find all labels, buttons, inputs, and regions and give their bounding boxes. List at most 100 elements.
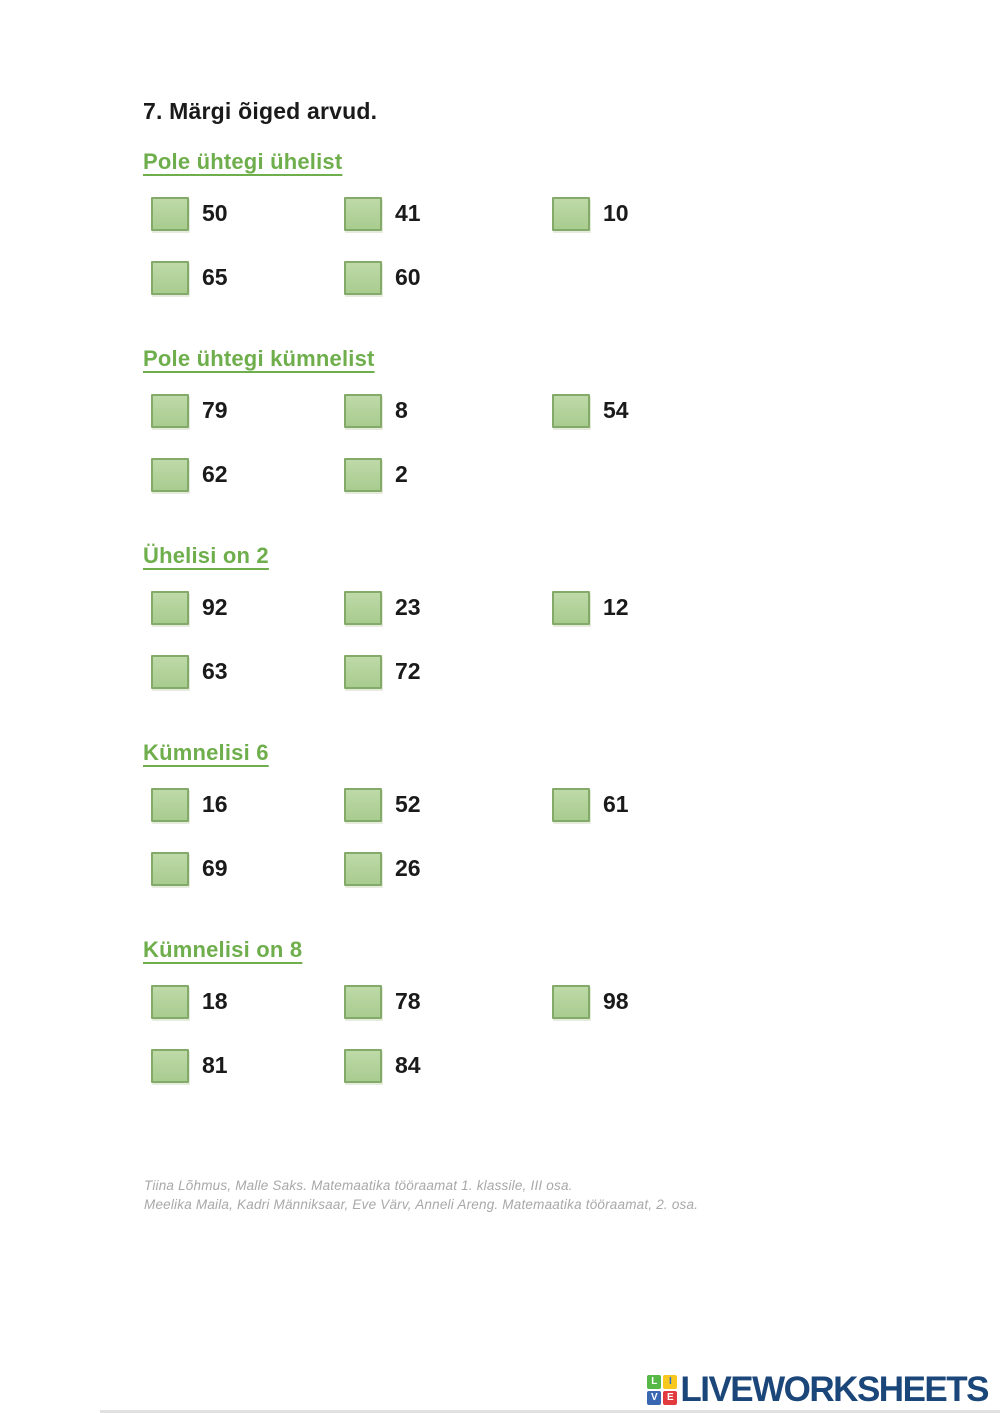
- answer-option: 10: [552, 196, 863, 231]
- answer-number-label: 69: [202, 855, 228, 881]
- answer-number-label: 26: [395, 855, 421, 881]
- answer-number-label: 2: [395, 461, 408, 487]
- question-section: Ühelisi on 2 92 23 12 63 72: [143, 543, 863, 689]
- answer-option: 18: [151, 984, 344, 1019]
- answer-checkbox[interactable]: [344, 590, 382, 625]
- question-section: Kümnelisi on 8 18 78 98 81 84: [143, 937, 863, 1083]
- answer-checkbox[interactable]: [552, 196, 590, 231]
- answer-number-label: 92: [202, 594, 228, 620]
- answer-option: 52: [344, 787, 552, 822]
- answer-checkbox[interactable]: [344, 457, 382, 492]
- source-citation: Tiina Lõhmus, Malle Saks. Matemaatika tö…: [144, 1176, 698, 1214]
- section-heading: Pole ühtegi ühelist: [143, 149, 343, 174]
- citation-line-1: Tiina Lõhmus, Malle Saks. Matemaatika tö…: [144, 1178, 573, 1193]
- answer-checkbox[interactable]: [344, 787, 382, 822]
- answer-checkbox[interactable]: [344, 260, 382, 295]
- answer-option: 79: [151, 393, 344, 428]
- answer-number-label: 54: [603, 397, 629, 423]
- answer-option: 62: [151, 457, 344, 492]
- answer-number-label: 72: [395, 658, 421, 684]
- answer-option: 78: [344, 984, 552, 1019]
- logo-tile-e: E: [663, 1390, 678, 1405]
- answer-option: 54: [552, 393, 863, 428]
- section-heading: Kümnelisi on 8: [143, 937, 303, 962]
- answer-checkbox[interactable]: [344, 984, 382, 1019]
- answer-checkbox[interactable]: [344, 1048, 382, 1083]
- answer-checkbox[interactable]: [344, 654, 382, 689]
- answer-option: 60: [344, 260, 552, 295]
- answer-checkbox[interactable]: [151, 654, 189, 689]
- answer-number-label: 12: [603, 594, 629, 620]
- options-grid: 79 8 54 62 2: [143, 393, 863, 492]
- logo-tile-i: I: [663, 1374, 678, 1389]
- section-heading: Ühelisi on 2: [143, 543, 269, 568]
- answer-checkbox[interactable]: [552, 590, 590, 625]
- answer-number-label: 16: [202, 791, 228, 817]
- answer-option: 61: [552, 787, 863, 822]
- answer-option: 12: [552, 590, 863, 625]
- answer-option: 98: [552, 984, 863, 1019]
- answer-option: 50: [151, 196, 344, 231]
- answer-checkbox[interactable]: [151, 851, 189, 886]
- worksheet-page: 7. Märgi õiged arvud. Pole ühtegi ühelis…: [143, 98, 863, 1134]
- section-heading: Pole ühtegi kümnelist: [143, 346, 375, 371]
- answer-checkbox[interactable]: [151, 787, 189, 822]
- answer-option: 23: [344, 590, 552, 625]
- logo-tile-v: V: [647, 1390, 662, 1405]
- options-grid: 50 41 10 65 60: [143, 196, 863, 295]
- answer-number-label: 18: [202, 988, 228, 1014]
- answer-number-label: 41: [395, 200, 421, 226]
- answer-number-label: 78: [395, 988, 421, 1014]
- answer-number-label: 52: [395, 791, 421, 817]
- answer-checkbox[interactable]: [151, 393, 189, 428]
- answer-checkbox[interactable]: [344, 393, 382, 428]
- answer-option: 8: [344, 393, 552, 428]
- answer-option: 26: [344, 851, 552, 886]
- answer-number-label: 8: [395, 397, 408, 423]
- answer-checkbox[interactable]: [552, 393, 590, 428]
- answer-number-label: 60: [395, 264, 421, 290]
- answer-checkbox[interactable]: [151, 984, 189, 1019]
- answer-checkbox[interactable]: [151, 196, 189, 231]
- answer-number-label: 79: [202, 397, 228, 423]
- answer-number-label: 98: [603, 988, 629, 1014]
- answer-option: 41: [344, 196, 552, 231]
- answer-checkbox[interactable]: [151, 1048, 189, 1083]
- answer-option: 63: [151, 654, 344, 689]
- answer-number-label: 10: [603, 200, 629, 226]
- answer-option: 2: [344, 457, 552, 492]
- answer-checkbox[interactable]: [151, 260, 189, 295]
- answer-number-label: 61: [603, 791, 629, 817]
- answer-number-label: 50: [202, 200, 228, 226]
- question-section: Pole ühtegi ühelist 50 41 10 65 60: [143, 149, 863, 295]
- answer-checkbox[interactable]: [344, 196, 382, 231]
- answer-option: 16: [151, 787, 344, 822]
- bottom-page-edge: [100, 1410, 1000, 1413]
- answer-option: 92: [151, 590, 344, 625]
- answer-option: 84: [344, 1048, 552, 1083]
- answer-option: 81: [151, 1048, 344, 1083]
- answer-option: 65: [151, 260, 344, 295]
- question-section: Kümnelisi 6 16 52 61 69 26: [143, 740, 863, 886]
- logo-tile-l: L: [647, 1374, 662, 1389]
- answer-checkbox[interactable]: [552, 984, 590, 1019]
- answer-checkbox[interactable]: [552, 787, 590, 822]
- page-title: 7. Märgi õiged arvud.: [143, 98, 378, 124]
- answer-number-label: 65: [202, 264, 228, 290]
- answer-number-label: 81: [202, 1052, 228, 1078]
- options-grid: 18 78 98 81 84: [143, 984, 863, 1083]
- answer-option: 69: [151, 851, 344, 886]
- liveworksheets-brand-text: LIVEWORKSHEETS: [680, 1370, 989, 1409]
- sections-container: Pole ühtegi ühelist 50 41 10 65 60 Pole ühtegi…: [143, 149, 863, 1083]
- options-grid: 92 23 12 63 72: [143, 590, 863, 689]
- answer-checkbox[interactable]: [344, 851, 382, 886]
- options-grid: 16 52 61 69 26: [143, 787, 863, 886]
- question-section: Pole ühtegi kümnelist 79 8 54 62 2: [143, 346, 863, 492]
- answer-number-label: 63: [202, 658, 228, 684]
- answer-checkbox[interactable]: [151, 590, 189, 625]
- citation-line-2: Meelika Maila, Kadri Männiksaar, Eve Vär…: [144, 1197, 699, 1212]
- answer-number-label: 62: [202, 461, 228, 487]
- answer-checkbox[interactable]: [151, 457, 189, 492]
